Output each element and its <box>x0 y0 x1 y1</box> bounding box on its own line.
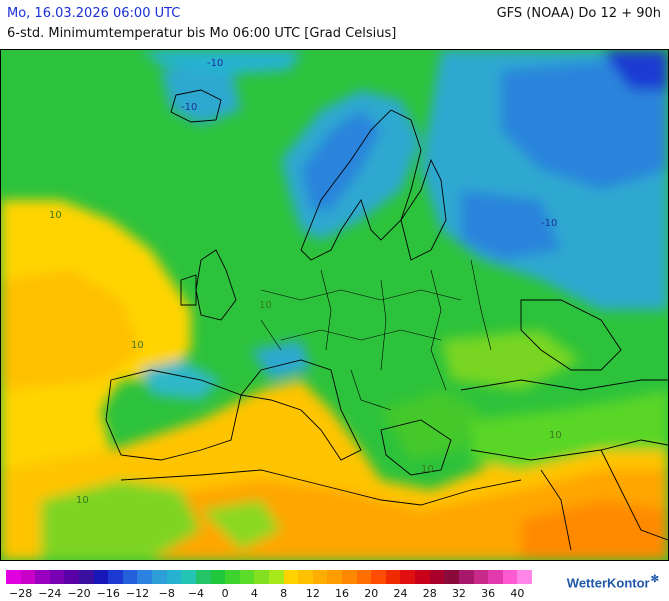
isotherm-label: 10 <box>49 210 62 221</box>
map-canvas: -10 -10 -10 10 10 10 10 10 10 <box>1 50 668 560</box>
isotherm-label: 10 <box>131 340 144 351</box>
legend-swatch <box>517 570 532 584</box>
legend-swatch <box>385 570 401 584</box>
isotherm-label: 10 <box>76 495 89 506</box>
legend-swatch <box>137 570 153 584</box>
legend-swatch <box>488 570 503 584</box>
color-legend: −28 −24 −20 −16 −12 −8 −4 0 4 8 12 16 20 24 28 32 36 40 W… <box>0 562 669 600</box>
legend-swatch <box>20 570 36 584</box>
isotherm-label: -10 <box>541 218 557 229</box>
legend-swatch <box>298 570 313 584</box>
legend-color-bar <box>6 570 532 584</box>
legend-tick: −20 <box>67 587 91 600</box>
legend-swatch <box>371 570 386 584</box>
model-run-info: GFS (NOAA) Do 12 + 90h <box>496 6 661 21</box>
legend-swatch <box>312 570 328 584</box>
legend-swatch <box>429 570 445 584</box>
legend-tick: 32 <box>451 587 466 600</box>
legend-swatch <box>93 570 109 584</box>
legend-swatch <box>64 570 80 584</box>
brand-logo[interactable]: WetterKontor✻ <box>567 574 659 590</box>
isotherm-label: -10 <box>181 102 197 113</box>
legend-swatch <box>327 570 343 584</box>
legend-tick: 24 <box>393 587 408 600</box>
legend-swatch <box>6 570 21 584</box>
legend-swatch <box>210 570 226 584</box>
legend-tick: 12 <box>305 587 320 600</box>
legend-swatch <box>400 570 416 584</box>
brand-name: WetterKontor <box>566 575 650 591</box>
legend-swatch <box>356 570 372 584</box>
legend-swatch <box>415 570 430 584</box>
legend-swatch <box>35 570 50 584</box>
header: Mo, 16.03.2026 06:00 UTC GFS (NOAA) Do 1… <box>0 0 669 48</box>
legend-swatch <box>458 570 474 584</box>
coastlines <box>105 89 668 551</box>
legend-tick: 40 <box>510 587 525 600</box>
legend-tick: 36 <box>481 587 496 600</box>
legend-swatch <box>122 570 138 584</box>
isotherm-label: 10 <box>549 430 562 441</box>
legend-swatch <box>254 570 269 584</box>
sparkle-icon: ✻ <box>650 574 659 585</box>
legend-tick: −24 <box>38 587 62 600</box>
legend-swatch <box>181 570 196 584</box>
legend-tick: 0 <box>221 587 229 600</box>
legend-swatch <box>268 570 284 584</box>
legend-swatch <box>152 570 167 584</box>
temperature-map: -10 -10 -10 10 10 10 10 10 10 <box>0 49 669 561</box>
isotherm-label: 10 <box>259 300 272 311</box>
legend-tick: −12 <box>125 587 150 600</box>
isotherm-label: -10 <box>207 58 223 69</box>
legend-tick: 8 <box>280 587 288 600</box>
legend-tick: 28 <box>422 587 437 600</box>
legend-tick: 16 <box>335 587 350 600</box>
legend-swatch <box>195 570 211 584</box>
legend-swatch <box>239 570 255 584</box>
legend-tick: −4 <box>187 587 205 600</box>
legend-tick: −28 <box>9 587 33 600</box>
legend-swatch <box>108 570 123 584</box>
legend-swatch <box>342 570 357 584</box>
legend-tick: 20 <box>364 587 379 600</box>
map-parameter-title: 6-std. Minimumtemperatur bis Mo 06:00 UT… <box>7 26 397 41</box>
legend-swatch <box>444 570 459 584</box>
legend-tick-labels: −28 −24 −20 −16 −12 −8 −4 0 4 8 12 16 20 24 28 32 36 40 <box>0 587 540 601</box>
isotherm-label: 10 <box>421 464 434 475</box>
legend-tick: −16 <box>96 587 120 600</box>
legend-swatch <box>79 570 94 584</box>
legend-tick: −8 <box>158 587 175 600</box>
legend-swatch <box>283 570 299 584</box>
legend-swatch <box>49 570 65 584</box>
forecast-valid-time: Mo, 16.03.2026 06:00 UTC <box>7 6 181 21</box>
legend-tick: 4 <box>250 587 258 600</box>
legend-swatch <box>166 570 182 584</box>
legend-swatch <box>473 570 489 584</box>
legend-swatch <box>225 570 240 584</box>
country-borders <box>260 259 492 411</box>
legend-swatch <box>502 570 518 584</box>
